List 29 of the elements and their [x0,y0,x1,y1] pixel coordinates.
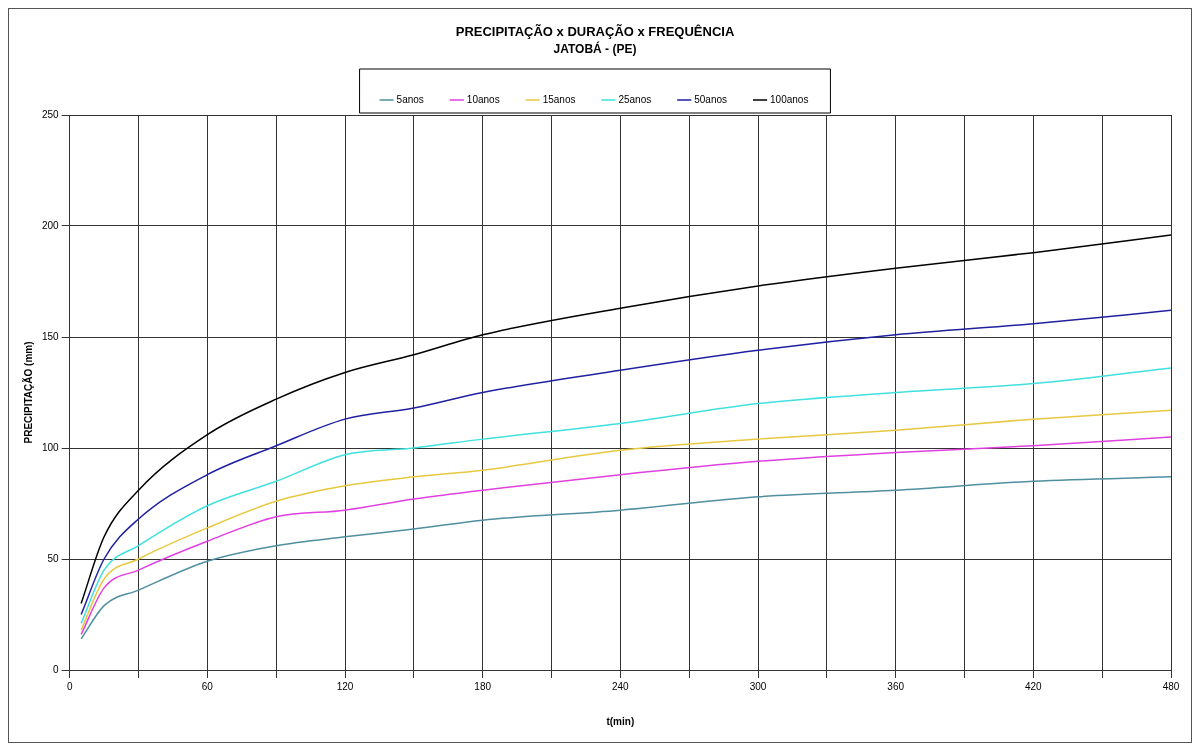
x-tick-label: 480 [1162,680,1180,692]
legend-label: 25anos [618,93,652,105]
x-tick-label: 180 [474,680,492,692]
y-tick-label: 150 [42,330,60,342]
line-series [80,309,1171,616]
x-tick-label: 240 [612,680,630,692]
y-tick-label: 100 [42,441,60,453]
chart-subtitle: JATOBÁ - (PE) [553,41,637,57]
y-tick-label: 250 [42,108,60,120]
legend-label: 10anos [466,93,500,105]
line-series [80,367,1171,625]
legend-label: 100anos [770,93,809,105]
x-tick-label: 360 [887,680,905,692]
line-series [80,234,1171,605]
x-tick-label: 420 [1024,680,1043,692]
y-tick-label: 200 [42,219,60,231]
chart-title: PRECIPITAÇÃO x DURAÇÃO x FREQUÊNCIA [455,24,735,40]
x-tick-label: 60 [201,680,214,692]
y-axis-title: PRECIPITAÇÃO (mm) [21,341,34,444]
legend-label: 15anos [542,93,576,105]
x-axis-title: t(min) [606,715,635,727]
y-tick-label: 50 [47,552,60,564]
legend-label: 50anos [694,93,728,105]
y-tick-label: 0 [53,663,60,675]
line-series [80,476,1171,640]
x-tick-label: 120 [336,680,354,692]
x-tick-label: 300 [749,680,767,692]
x-tick-label: 0 [66,680,73,692]
legend-label: 5anos [396,93,424,105]
